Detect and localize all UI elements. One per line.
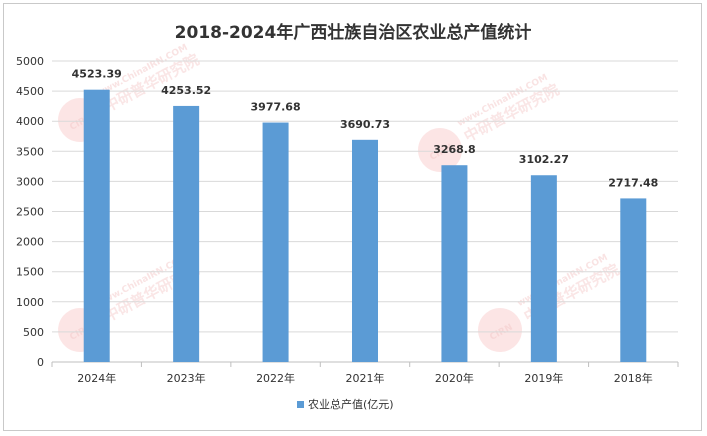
bar — [262, 122, 289, 362]
y-tick-label: 4000 — [16, 115, 44, 128]
bar-series — [83, 89, 647, 362]
watermark-logo — [418, 128, 462, 172]
data-label: 4253.52 — [161, 84, 211, 97]
y-tick-label: 4500 — [16, 85, 44, 98]
bar — [620, 198, 647, 362]
chart-title: 2018-2024年广西壮族自治区农业总产值统计 — [175, 22, 532, 43]
bar — [83, 89, 110, 362]
x-tick-label: 2023年 — [167, 371, 206, 385]
bar — [441, 165, 468, 362]
data-label: 3268.8 — [433, 143, 475, 156]
legend: 农业总产值(亿元) — [297, 397, 394, 411]
x-axis: 2024年 2023年 2022年 2021年 2020年 2019年 2018年 — [51, 362, 679, 385]
watermark-logo — [478, 308, 522, 352]
data-label: 3102.27 — [519, 153, 569, 166]
x-tick-label: 2021年 — [346, 371, 385, 385]
legend-label: 农业总产值(亿元) — [308, 397, 394, 411]
data-label: 2717.48 — [608, 176, 658, 189]
data-labels: 4523.39 4253.52 3977.68 3690.73 3268.8 3102.2… — [72, 68, 659, 190]
y-axis: 0 500 1000 1500 2000 2500 3000 3500 4000 4500 5000 — [16, 55, 44, 369]
y-tick-label: 2500 — [16, 206, 44, 219]
x-tick-label: 2024年 — [77, 371, 116, 385]
bar — [173, 105, 200, 362]
x-tick-label: 2020年 — [435, 371, 474, 385]
x-tick-label: 2022年 — [256, 371, 295, 385]
y-tick-label: 0 — [37, 356, 44, 369]
y-tick-label: 3500 — [16, 145, 44, 158]
x-tick-label: 2018年 — [614, 371, 653, 385]
y-tick-label: 2000 — [16, 236, 44, 249]
x-tick-label: 2019年 — [524, 371, 563, 385]
bar — [530, 175, 557, 362]
bar — [352, 139, 378, 362]
data-label: 3977.68 — [251, 101, 301, 114]
y-tick-label: 1500 — [16, 266, 44, 279]
data-label: 3690.73 — [340, 118, 390, 131]
y-tick-label: 3000 — [16, 175, 44, 188]
data-label: 4523.39 — [72, 68, 122, 81]
y-tick-label: 5000 — [16, 55, 44, 68]
y-tick-label: 500 — [23, 326, 44, 339]
legend-swatch — [297, 401, 304, 408]
y-tick-label: 1000 — [16, 296, 44, 309]
